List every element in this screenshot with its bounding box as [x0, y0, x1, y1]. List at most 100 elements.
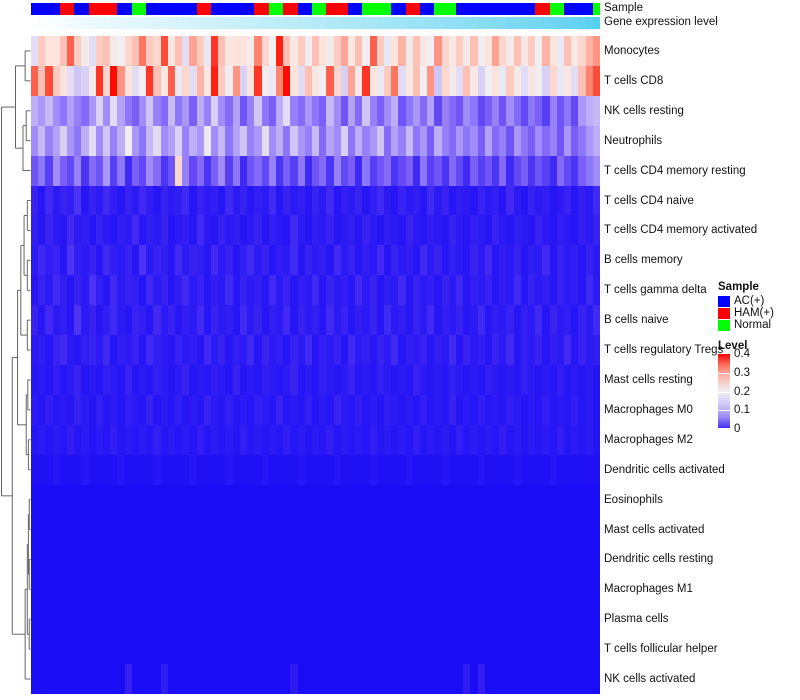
heatmap-cell: [463, 155, 471, 186]
heatmap-cell: [254, 335, 262, 365]
heatmap-cell: [74, 484, 82, 515]
heatmap-cell: [103, 245, 111, 276]
heatmap-cell: [146, 514, 154, 545]
heatmap-cell: [528, 275, 536, 306]
heatmap-cell: [189, 95, 197, 126]
heatmap-cell: [254, 664, 262, 694]
gene-expression-annotation-cell: [412, 17, 420, 29]
heatmap-cell: [167, 514, 176, 545]
heatmap-cell: [405, 65, 413, 96]
heatmap-cell: [362, 335, 370, 365]
heatmap-cell: [506, 454, 514, 485]
gene-expression-annotation-cell: [225, 17, 233, 29]
heatmap-cell: [470, 634, 478, 665]
heatmap-cell: [319, 275, 327, 306]
heatmap-cell: [38, 65, 46, 96]
heatmap-cell: [275, 484, 284, 515]
heatmap-cell: [239, 574, 248, 605]
heatmap-cell: [247, 36, 255, 66]
heatmap-cell: [419, 514, 428, 545]
heatmap-cell: [369, 544, 377, 575]
heatmap-cell: [484, 335, 492, 365]
heatmap-cell: [564, 604, 572, 635]
heatmap-cell: [477, 125, 485, 156]
heatmap-cell: [81, 185, 89, 216]
heatmap-cell: [376, 634, 384, 665]
heatmap-cell: [391, 65, 399, 96]
heatmap-cell: [304, 305, 312, 336]
heatmap-cell: [239, 544, 248, 575]
heatmap-cell: [463, 95, 471, 126]
heatmap-cell: [38, 36, 46, 66]
heatmap-cell: [499, 125, 507, 156]
heatmap-cell: [492, 394, 500, 425]
sample-annotation-cell: [218, 3, 226, 15]
heatmap-cell: [139, 634, 147, 665]
heatmap-cell: [146, 305, 154, 336]
heatmap-cell: [110, 574, 118, 605]
heatmap-cell: [160, 245, 168, 276]
gene-expression-annotation-cell: [124, 17, 132, 29]
heatmap-cell: [67, 65, 75, 96]
heatmap-cell: [254, 484, 262, 515]
heatmap-cell: [103, 155, 111, 186]
heatmap-cell: [254, 275, 262, 306]
heatmap-cell: [81, 484, 89, 515]
heatmap-cell: [513, 364, 521, 395]
heatmap-cell: [232, 185, 240, 216]
heatmap-cell: [95, 574, 104, 605]
heatmap-cell: [261, 544, 269, 575]
heatmap-cell: [225, 275, 233, 306]
heatmap-cell: [542, 215, 550, 246]
heatmap-cell: [347, 514, 356, 545]
heatmap-cell: [59, 215, 68, 246]
heatmap-cell: [160, 275, 168, 306]
heatmap-cell: [45, 454, 53, 485]
heatmap-cell: [268, 305, 276, 336]
heatmap-cell: [549, 394, 557, 425]
heatmap-cell: [88, 664, 96, 694]
heatmap-cell: [383, 155, 392, 186]
heatmap-cell: [131, 215, 140, 246]
heatmap-cell: [225, 245, 233, 276]
heatmap-cell: [528, 335, 536, 365]
sample-annotation-cell: [542, 3, 550, 15]
sample-annotation-cell: [254, 3, 262, 15]
heatmap-cell: [146, 215, 154, 246]
heatmap-cell: [110, 454, 118, 485]
heatmap-cell: [455, 364, 464, 395]
heatmap-cell: [283, 305, 291, 336]
heatmap-cell: [311, 95, 320, 126]
heatmap-cell: [81, 394, 89, 425]
gene-expression-annotation-cell: [38, 17, 46, 29]
heatmap-cell: [585, 574, 593, 605]
heatmap-cell: [347, 544, 356, 575]
heatmap-cell: [131, 125, 140, 156]
gene-expression-annotation-cell: [326, 17, 334, 29]
heatmap-cell: [333, 604, 341, 635]
sample-annotation-cell: [383, 3, 392, 15]
heatmap-cell: [297, 275, 305, 306]
heatmap-cell: [297, 95, 305, 126]
heatmap-cell: [175, 305, 183, 336]
heatmap-cell: [95, 634, 104, 665]
heatmap-cell: [585, 275, 593, 306]
heatmap-cell: [592, 185, 601, 216]
gene-expression-annotation-cell: [549, 17, 557, 29]
heatmap-cell: [268, 335, 276, 365]
heatmap-cell: [211, 484, 219, 515]
heatmap-cell: [304, 664, 312, 694]
heatmap-cell: [499, 634, 507, 665]
heatmap-cell: [499, 215, 507, 246]
heatmap-cell: [355, 275, 363, 306]
heatmap-cell: [275, 454, 284, 485]
heatmap-cell: [535, 65, 543, 96]
heatmap-cell: [564, 364, 572, 395]
heatmap-cell: [211, 305, 219, 336]
heatmap-cell: [484, 664, 492, 694]
heatmap-cell: [448, 335, 456, 365]
heatmap-cell: [398, 215, 406, 246]
heatmap-cell: [362, 604, 370, 635]
heatmap-cell: [232, 215, 240, 246]
heatmap-cell: [506, 424, 514, 455]
